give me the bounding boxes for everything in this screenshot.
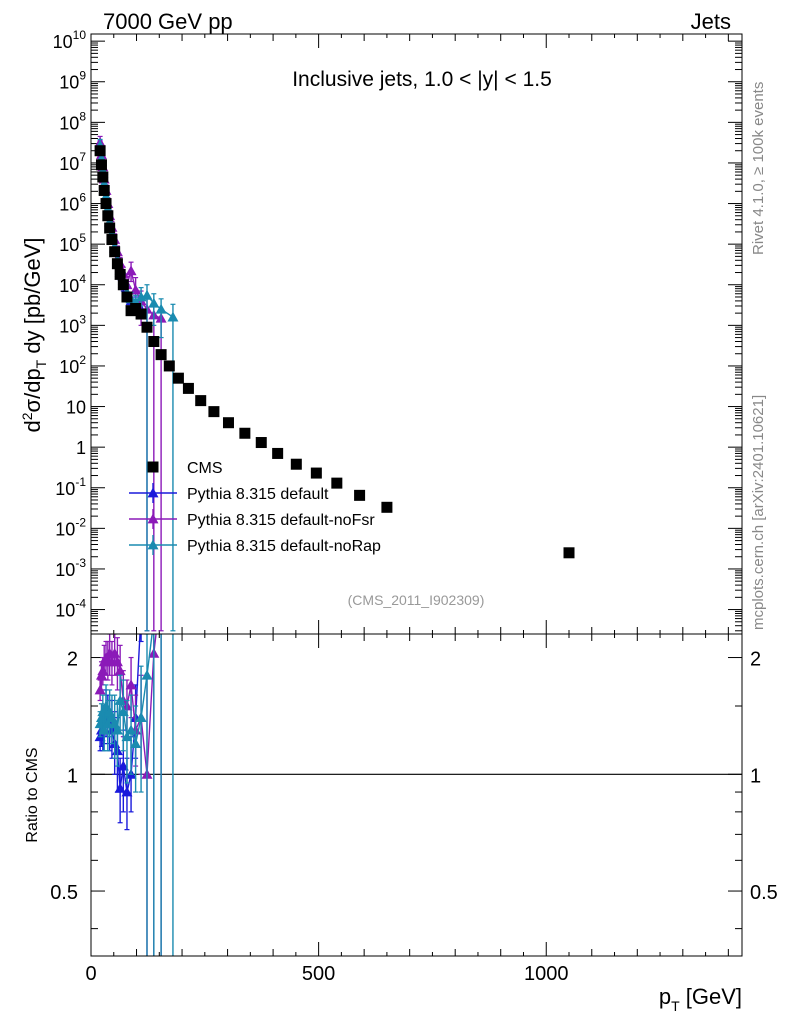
- main-point-CMS: [148, 336, 160, 348]
- main-point-CMS: [141, 321, 153, 333]
- ratio-point-noRap: [121, 731, 133, 742]
- main-point-CMS: [109, 246, 121, 258]
- x-axis-label: pT [GeV]: [659, 984, 742, 1014]
- main-point-CMS: [111, 258, 123, 270]
- main-point-CMS: [163, 360, 175, 372]
- ratio-y-tick-label: 1: [67, 765, 78, 787]
- ratio-point-default: [136, 608, 147, 618]
- legend-label: Pythia 8.315 default: [187, 486, 329, 503]
- main-point-CMS: [172, 372, 184, 384]
- ratio-y-tick-label-right: 2: [750, 649, 761, 671]
- y-tick-label: 10-4: [55, 597, 86, 621]
- ratio-y-axis-label: Ratio to CMS: [24, 747, 41, 842]
- x-tick-label: 500: [302, 963, 335, 985]
- main-point-CMS: [290, 458, 302, 470]
- y-tick-label: 109: [59, 69, 86, 93]
- main-point-CMS: [155, 349, 167, 361]
- ratio-point-noRap: [117, 706, 129, 717]
- analysis-annotation: (CMS_2011_I902309): [348, 592, 485, 608]
- main-point-CMS: [104, 222, 116, 234]
- rivet-label: Rivet 4.1.0, ≥ 100k events: [750, 82, 767, 255]
- main-point-CMS: [130, 303, 142, 315]
- legend-marker: [147, 539, 159, 550]
- legend-entry: Pythia 8.315 default-noFsr: [129, 509, 375, 529]
- ratio-y-tick-label: 0.5: [50, 882, 78, 904]
- main-point-CMS: [563, 547, 575, 559]
- main-point-CMS: [102, 210, 114, 222]
- y-tick-label: 10-3: [55, 556, 86, 580]
- main-point-CMS: [121, 291, 133, 303]
- y-tick-label: 107: [59, 150, 86, 174]
- ratio-point-noRap: [130, 738, 142, 748]
- y-tick-label: 1010: [53, 28, 87, 52]
- legend-marker: [147, 513, 159, 524]
- main-point-CMS: [95, 159, 107, 171]
- main-point-CMS: [114, 268, 126, 280]
- main-series-CMS: [94, 145, 575, 559]
- ratio-series-noRap: [94, 634, 174, 956]
- main-point-noFsr: [125, 265, 137, 276]
- ratio-point-default: [121, 786, 133, 797]
- collision-label: 7000 GeV pp: [103, 9, 233, 34]
- ratio-point-noRap: [135, 712, 147, 723]
- ratio-y-tick-label-right: 1: [750, 765, 761, 787]
- legend-marker: [147, 487, 159, 498]
- main-point-CMS: [94, 145, 106, 157]
- ratio-point-noFsr: [125, 679, 137, 690]
- main-point-CMS: [100, 198, 112, 210]
- ratio-y-tick-label-right: 0.5: [750, 882, 778, 904]
- legend-entry: Pythia 8.315 default: [129, 483, 329, 503]
- y-tick-label: 106: [59, 191, 86, 215]
- x-tick-label: 1000: [524, 963, 569, 985]
- main-point-CMS: [106, 234, 118, 246]
- legend-label: Pythia 8.315 default-noRap: [187, 538, 381, 555]
- main-point-noRap: [167, 311, 179, 322]
- ratio-y-tick-label: 2: [67, 649, 78, 671]
- y-tick-label: 105: [59, 231, 86, 255]
- main-point-CMS: [98, 184, 110, 196]
- main-point-CMS: [381, 501, 393, 513]
- x-tick-label: 0: [85, 963, 96, 985]
- y-axis-label: d2σ/dpT dy [pb/GeV]: [19, 237, 49, 432]
- main-point-noRap: [148, 297, 160, 308]
- main-point-CMS: [182, 382, 194, 394]
- legend-entry: CMS: [147, 460, 223, 477]
- ratio-point-noRap: [125, 724, 137, 735]
- main-point-CMS: [354, 489, 366, 501]
- main-point-CMS: [239, 427, 251, 439]
- y-tick-label: 1: [76, 438, 86, 458]
- y-tick-label: 10-1: [55, 475, 86, 499]
- y-tick-label: 10-2: [55, 515, 86, 539]
- ratio-point-default: [117, 760, 129, 771]
- plot-title: Inclusive jets, 1.0 < |y| < 1.5: [292, 68, 552, 91]
- main-point-CMS: [222, 417, 234, 429]
- legend-label: CMS: [187, 460, 223, 477]
- mcplots-label: mcplots.cern.ch [arXiv:2401.10621]: [750, 395, 767, 630]
- main-point-CMS: [117, 279, 129, 291]
- main-point-CMS: [208, 406, 220, 418]
- y-tick-label: 104: [59, 272, 86, 296]
- main-point-CMS: [310, 467, 322, 479]
- y-tick-label: 103: [59, 312, 86, 336]
- process-label: Jets: [691, 9, 731, 34]
- y-tick-label: 108: [59, 109, 86, 133]
- legend-marker-cms: [147, 461, 159, 473]
- ratio-point-noRap: [111, 724, 123, 735]
- main-point-noRap: [141, 289, 153, 300]
- ratio-plot-frame: [90, 633, 743, 957]
- main-point-noRap: [155, 303, 167, 314]
- main-point-CMS: [255, 437, 267, 449]
- ratio-point-noRap: [141, 669, 153, 680]
- main-point-CMS: [331, 477, 343, 489]
- main-point-CMS: [97, 171, 109, 183]
- y-tick-label: 10: [66, 398, 86, 418]
- main-point-CMS: [195, 395, 207, 407]
- main-point-CMS: [135, 308, 147, 320]
- legend-label: Pythia 8.315 default-noFsr: [187, 512, 375, 529]
- y-tick-label: 102: [59, 353, 86, 377]
- main-point-CMS: [272, 447, 284, 459]
- legend-entry: Pythia 8.315 default-noRap: [129, 535, 381, 555]
